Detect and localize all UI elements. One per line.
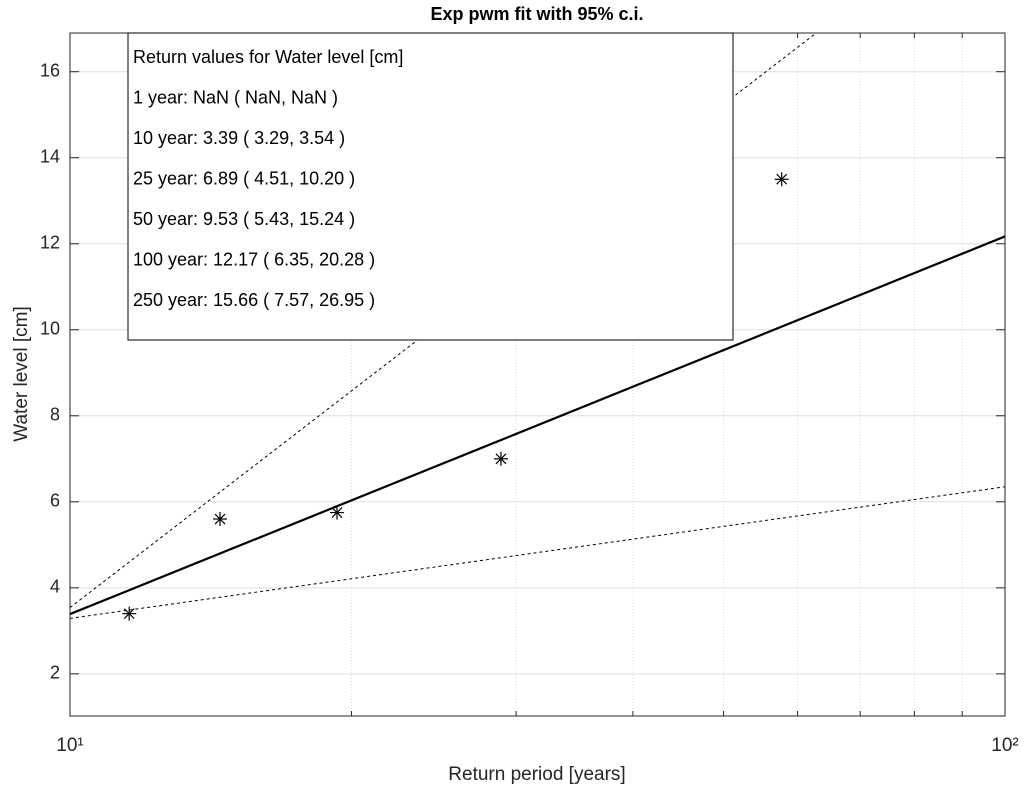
marker-stroke — [495, 453, 507, 465]
data-point — [774, 172, 789, 187]
fit-line — [70, 235, 1005, 616]
x-tick-label: 10² — [991, 735, 1018, 756]
y-tick-label: 4 — [50, 577, 60, 597]
annotation-line: 25 year: 6.89 ( 4.51, 10.20 ) — [133, 168, 355, 188]
x-tick-label: 10¹ — [56, 735, 83, 756]
marker-stroke — [776, 173, 788, 185]
annotation-line: 1 year: NaN ( NaN, NaN ) — [133, 87, 338, 107]
y-tick-label: 14 — [40, 146, 60, 166]
annotation-line: 10 year: 3.39 ( 3.29, 3.54 ) — [133, 128, 345, 148]
y-tick-label: 16 — [40, 60, 60, 80]
annotation-box — [127, 32, 734, 341]
annotation-line: 100 year: 12.17 ( 6.35, 20.28 ) — [133, 249, 375, 269]
y-tick-label: 2 — [50, 663, 60, 683]
chart-title: Exp pwm fit with 95% c.i. — [430, 4, 643, 24]
data-point — [213, 512, 228, 527]
marker-stroke — [123, 608, 135, 620]
fit-line — [70, 486, 1005, 619]
y-tick-label: 6 — [50, 491, 60, 511]
marker-stroke — [331, 507, 343, 518]
annotation-line: Return values for Water level [cm] — [133, 47, 403, 67]
marker-stroke — [214, 513, 226, 525]
y-tick-label: 8 — [50, 405, 60, 425]
data-point — [329, 505, 344, 520]
data-point — [493, 451, 508, 466]
annotation-line: 250 year: 15.66 ( 7.57, 26.95 ) — [133, 290, 375, 310]
annotation-line: 50 year: 9.53 ( 5.43, 15.24 ) — [133, 209, 355, 229]
y-tick-label: 12 — [40, 232, 60, 252]
y-axis-label: Water level [cm] — [11, 306, 32, 442]
y-tick-label: 10 — [40, 319, 60, 339]
x-axis-label: Return period [years] — [448, 764, 625, 785]
data-point — [122, 606, 137, 621]
